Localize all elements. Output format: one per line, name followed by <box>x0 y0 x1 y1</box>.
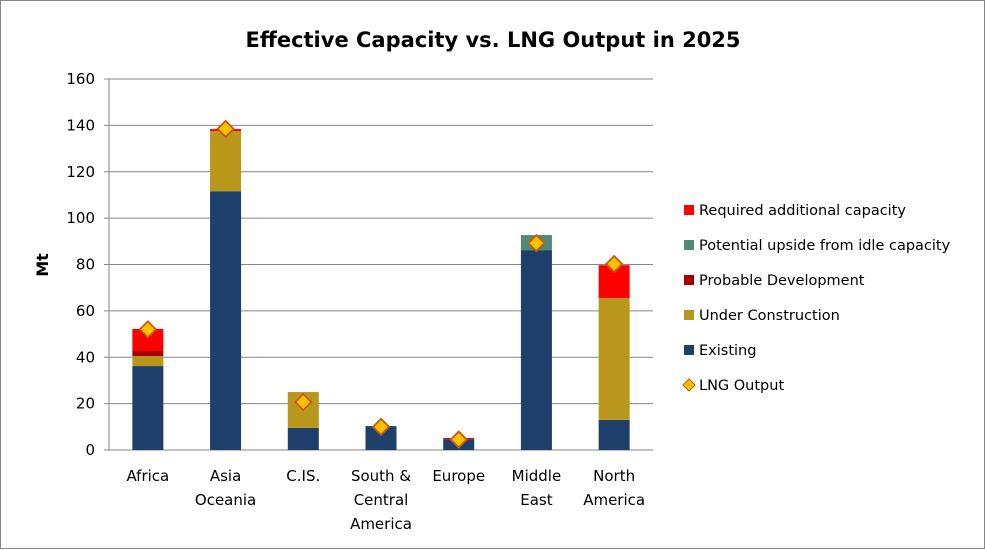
y-tick-label: 80 <box>76 256 95 274</box>
bar-segment-required-additional-capacity <box>132 328 164 351</box>
legend-item: LNG Output <box>682 378 784 394</box>
y-tick-label: 60 <box>76 302 95 320</box>
legend-item: Under Construction <box>684 308 840 324</box>
y-axis-label: Mt <box>33 253 52 277</box>
x-axis-label: East <box>520 491 552 509</box>
x-axis-label: Central <box>354 491 409 509</box>
x-axis-label: America <box>583 491 645 509</box>
lng-output-marker <box>604 254 624 274</box>
lng-output-markers <box>138 119 624 449</box>
y-tick-label: 40 <box>76 348 95 366</box>
y-axis-ticks: 0 20 40 60 80 100 120 140 160 <box>66 70 95 459</box>
y-tick-label: 0 <box>85 441 95 459</box>
legend-diamond-icon <box>682 378 696 392</box>
lng-output-marker <box>449 430 468 449</box>
legend-label: Probable Development <box>699 273 865 289</box>
legend-swatch <box>684 205 694 215</box>
x-axis-label: South & <box>351 467 411 485</box>
bar-segment-existing <box>287 427 319 450</box>
legend-label: Under Construction <box>699 308 840 324</box>
legend-item: Required additional capacity <box>684 203 906 219</box>
lng-output-marker <box>138 320 158 339</box>
lng-output-marker <box>294 392 313 412</box>
y-tick-label: 120 <box>66 163 95 181</box>
x-axis-label: Asia <box>210 467 241 485</box>
bar-segment-existing <box>210 191 242 451</box>
bar-segment-existing <box>598 419 630 450</box>
y-tick-label: 20 <box>76 395 95 413</box>
x-axis-label: Oceania <box>195 491 256 509</box>
x-axis-label: Middle <box>512 467 562 485</box>
bar-segment-existing <box>132 366 164 450</box>
x-axis-labels: Africa Asia Oceania C.IS. South & Central Amer… <box>126 467 645 533</box>
legend-swatch <box>684 240 694 250</box>
bars <box>132 129 630 451</box>
y-tick-label: 160 <box>66 70 95 88</box>
legend-swatch <box>684 275 694 285</box>
legend-item: Potential upside from idle capacity <box>684 238 951 254</box>
x-axis-label: C.IS. <box>286 467 320 485</box>
lng-output-marker <box>371 417 391 437</box>
chart-title: Effective Capacity vs. LNG Output in 202… <box>245 28 740 52</box>
legend-item: Existing <box>684 343 756 359</box>
legend-label: LNG Output <box>699 378 784 394</box>
legend-swatch <box>684 345 694 355</box>
x-axis-label: America <box>350 515 412 533</box>
y-tick-label: 100 <box>66 209 95 227</box>
bar-segment-probable-development <box>132 350 164 357</box>
legend-label: Existing <box>699 343 756 359</box>
bar-segment-under-construction <box>598 298 630 420</box>
legend: Required additional capacity Potential up… <box>682 203 951 394</box>
lng-output-marker <box>216 119 235 139</box>
bar-segment-existing <box>520 250 552 450</box>
y-tick-label: 140 <box>66 116 95 134</box>
lng-output-marker <box>527 233 546 253</box>
legend-label: Potential upside from idle capacity <box>699 238 951 254</box>
legend-item: Probable Development <box>684 273 865 289</box>
legend-swatch <box>684 310 694 320</box>
x-axis-label: Africa <box>126 467 169 485</box>
gridlines <box>104 78 653 451</box>
bar-segment-under-construction <box>210 131 242 192</box>
x-axis-label: North <box>593 467 635 485</box>
legend-label: Required additional capacity <box>699 203 906 219</box>
bar-segment-existing <box>365 426 397 450</box>
x-axis-label: Europe <box>432 467 485 485</box>
bar-segment-under-construction <box>132 356 164 367</box>
